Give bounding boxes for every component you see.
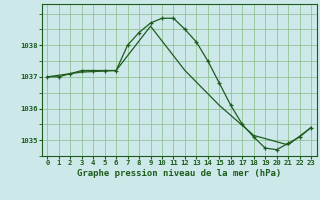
X-axis label: Graphe pression niveau de la mer (hPa): Graphe pression niveau de la mer (hPa) — [77, 169, 281, 178]
